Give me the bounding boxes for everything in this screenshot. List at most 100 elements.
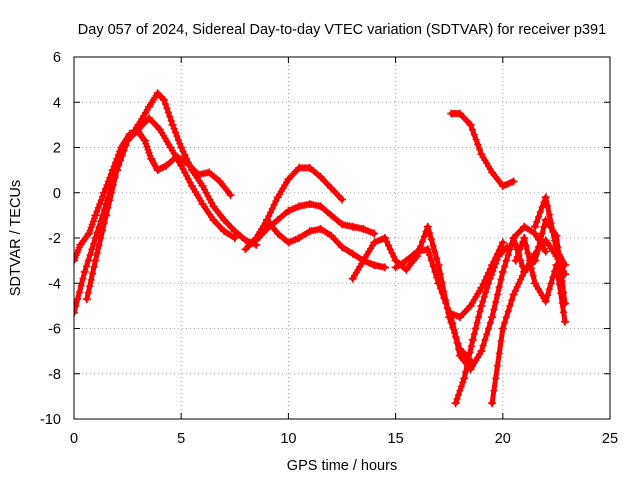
data-marker [368,229,376,237]
data-marker [214,176,222,184]
data-point [488,399,497,408]
data-marker [529,253,537,261]
data-marker [515,279,523,287]
data-marker [470,330,478,338]
data-marker [436,284,444,292]
data-marker [283,178,291,186]
data-marker [111,174,119,182]
data-point [338,243,346,252]
data-marker [229,233,237,241]
data-marker [502,245,510,253]
data-marker [84,289,92,297]
data-marker [490,263,498,271]
x-tick-label: 5 [177,431,185,447]
data-point [252,236,261,245]
data-marker [497,337,505,345]
data-marker [96,200,104,208]
data-marker [154,124,162,131]
x-tick-label: 15 [388,431,404,447]
data-marker [479,297,487,305]
data-point [423,222,432,231]
data-marker [427,257,435,265]
data-marker [267,208,274,216]
series-track-8 [391,238,507,322]
data-marker [197,197,205,205]
data-marker [476,350,484,358]
data-marker [429,262,437,270]
data-marker [449,320,457,328]
data-marker [474,141,482,148]
data-marker [465,355,472,363]
data-marker [540,294,548,302]
data-point [498,238,507,247]
data-marker [457,383,465,391]
data-marker [472,136,480,144]
data-marker [513,283,521,291]
data-marker [443,304,451,312]
data-point [509,234,518,242]
data-marker [193,169,201,177]
data-marker [485,325,492,332]
data-marker [479,342,487,349]
data-marker [459,378,467,386]
series-track-11 [447,109,518,190]
x-tick-label: 20 [495,431,511,447]
data-marker [368,242,376,249]
data-marker [433,274,441,282]
data-marker [159,95,167,103]
data-marker [545,285,553,293]
data-marker [517,276,525,283]
data-marker [468,126,476,134]
data-marker [476,145,484,153]
data-marker [272,217,280,225]
data-marker [229,225,237,233]
data-marker [418,237,426,245]
data-marker [74,302,80,310]
data-marker [522,242,530,249]
data-marker [283,208,291,216]
data-marker [173,132,181,140]
data-marker [492,260,500,268]
data-marker [493,256,501,264]
plot-area [74,89,569,408]
data-marker [524,249,532,257]
data-marker [358,225,366,233]
data-point [511,256,520,265]
data-marker [540,223,548,231]
data-point [145,114,153,123]
data-point [498,267,507,276]
data-marker [158,94,166,102]
y-tick-label: -6 [48,322,61,338]
data-marker [554,271,562,279]
data-marker [326,231,333,239]
data-point [402,256,411,265]
data-marker [519,238,527,246]
data-marker [336,219,344,227]
data-marker [476,287,484,295]
data-marker [270,201,278,209]
data-marker [336,241,344,249]
data-marker [175,159,183,167]
data-marker [470,131,478,139]
data-point [541,193,550,202]
data-point [434,279,443,288]
data-point [134,125,143,134]
data-marker [86,282,94,290]
data-point [391,263,400,272]
data-marker [326,210,333,218]
data-marker [538,203,546,211]
data-point [220,227,229,236]
data-point [488,313,497,322]
data-marker [164,108,172,116]
data-marker [511,287,519,295]
data-marker [83,262,90,270]
data-marker [93,228,101,236]
data-marker [501,319,509,327]
data-point [460,374,469,383]
data-point [468,335,477,344]
data-marker [497,180,505,188]
data-marker [79,275,87,283]
data-marker [218,225,226,233]
data-point [100,188,108,197]
data-marker [315,225,323,233]
